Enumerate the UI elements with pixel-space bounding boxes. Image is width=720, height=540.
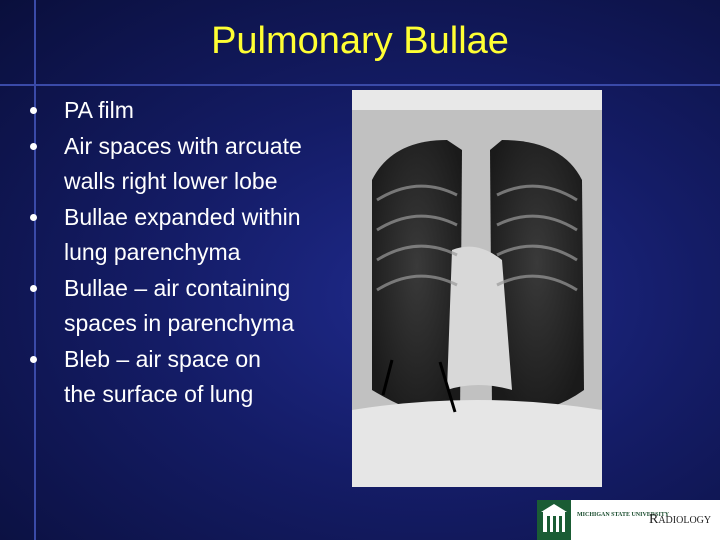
- logo-text: MICHIGAN STATE UNIVERSITY: [577, 512, 670, 518]
- bullet-text: lung parenchyma: [64, 239, 241, 265]
- bullet-text: Bleb – air space on: [64, 345, 261, 372]
- bullet-dot: [30, 107, 37, 114]
- bullet-text: Air spaces with arcuate: [64, 132, 302, 159]
- bullet-text: the surface of lung: [64, 381, 254, 407]
- bullet-text: spaces in parenchyma: [64, 310, 295, 336]
- bullet-item: Air spaces with arcuate walls right lower…: [28, 129, 302, 200]
- bullet-list: PA film Air spaces with arcuate walls righ…: [28, 93, 302, 413]
- slide-title: Pulmonary Bullae: [211, 20, 509, 62]
- bullet-item: Bullae expanded within lung parenchyma: [28, 200, 302, 271]
- accent-line: [34, 0, 36, 540]
- bullet-item: PA film: [28, 93, 302, 129]
- bullet-item: Bleb – air space on the surface of lung: [28, 342, 302, 413]
- bullet-text: walls right lower lobe: [64, 168, 278, 194]
- logo-emblem: [537, 500, 571, 540]
- logo-text: Radiology: [649, 512, 712, 527]
- xray-image: [352, 90, 602, 487]
- accent-line: [0, 84, 720, 86]
- bullet-text: Bullae expanded within: [64, 203, 301, 230]
- logo: MICHIGAN STATE UNIVERSITY Radiology: [537, 500, 720, 540]
- bullet-dot: [30, 142, 37, 150]
- bullet-dot: [30, 355, 37, 363]
- bullet-dot: [30, 213, 37, 221]
- bullet-text: Bullae – air containing: [64, 274, 291, 301]
- bullet-dot: [30, 284, 37, 292]
- bullet-text: PA film: [64, 97, 134, 123]
- bullet-item: Bullae – air containing spaces in parench…: [28, 271, 302, 342]
